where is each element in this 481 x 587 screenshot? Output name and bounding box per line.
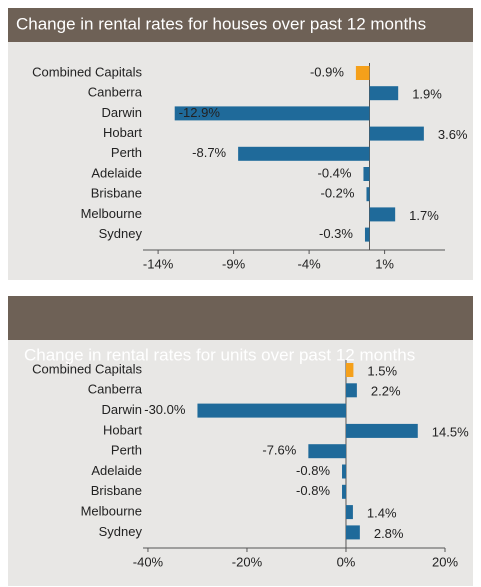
bar — [345, 525, 360, 540]
bar — [369, 86, 399, 101]
bar — [355, 66, 370, 80]
chart-title: Change in rental rates for houses over p… — [16, 14, 426, 33]
bar — [345, 423, 418, 438]
category-label: Adelaide — [91, 463, 142, 478]
category-label: Brisbane — [91, 186, 142, 201]
value-label: 1.5% — [367, 363, 397, 378]
category-label: Hobart — [103, 422, 142, 437]
category-label: Sydney — [99, 524, 143, 539]
value-label: -0.8% — [296, 463, 330, 478]
value-label: -12.9% — [179, 105, 221, 120]
bar — [345, 383, 357, 398]
category-label: Darwin — [102, 105, 142, 120]
x-tick-label: -14% — [143, 256, 174, 271]
value-label: -0.9% — [310, 64, 344, 79]
x-tick-label: -4% — [298, 256, 322, 271]
bar — [308, 444, 346, 459]
x-tick-label: -20% — [232, 554, 263, 569]
value-label: 1.7% — [409, 208, 439, 223]
category-label: Perth — [111, 443, 142, 458]
x-tick-label: -40% — [133, 554, 164, 569]
category-label: Combined Capitals — [32, 64, 142, 79]
category-label: Darwin — [102, 402, 142, 417]
category-label: Sydney — [99, 226, 143, 241]
value-label: -0.3% — [319, 226, 353, 241]
value-label: 3.6% — [438, 127, 468, 142]
x-tick-label: 1% — [375, 256, 394, 271]
bar — [364, 227, 370, 242]
bar — [369, 126, 424, 141]
value-label: -30.0% — [144, 402, 186, 417]
x-tick-label: 0% — [337, 554, 356, 569]
value-label: 2.2% — [371, 384, 401, 399]
bar — [238, 146, 370, 161]
value-label: 1.9% — [412, 87, 442, 102]
value-label: -0.8% — [296, 483, 330, 498]
bar — [366, 187, 370, 202]
category-label: Perth — [111, 145, 142, 160]
header-band — [8, 8, 473, 42]
category-label: Hobart — [103, 125, 142, 140]
panel — [8, 8, 473, 280]
value-label: -8.7% — [192, 145, 226, 160]
category-label: Melbourne — [81, 206, 142, 221]
panel — [8, 296, 473, 586]
header-band — [8, 296, 473, 340]
value-label: -0.4% — [317, 165, 351, 180]
value-label: -0.2% — [321, 186, 355, 201]
value-label: 14.5% — [432, 424, 469, 439]
bar — [174, 106, 370, 121]
bar — [342, 464, 346, 479]
value-label: -7.6% — [262, 443, 296, 458]
category-label: Adelaide — [91, 165, 142, 180]
x-tick-label: 20% — [432, 554, 458, 569]
category-label: Melbourne — [81, 504, 142, 519]
x-tick-label: -9% — [222, 256, 246, 271]
bar — [197, 403, 346, 418]
bar — [345, 363, 354, 377]
value-label: 2.8% — [374, 526, 404, 541]
bar — [369, 207, 396, 222]
category-label: Brisbane — [91, 483, 142, 498]
category-label: Combined Capitals — [32, 361, 142, 376]
bar — [342, 484, 346, 499]
bar — [363, 167, 370, 181]
value-label: 1.4% — [367, 506, 397, 521]
category-label: Canberra — [88, 85, 143, 100]
category-label: Canberra — [88, 382, 143, 397]
bar — [345, 505, 353, 520]
chart-title: Change in rental rates for units over pa… — [24, 345, 415, 364]
